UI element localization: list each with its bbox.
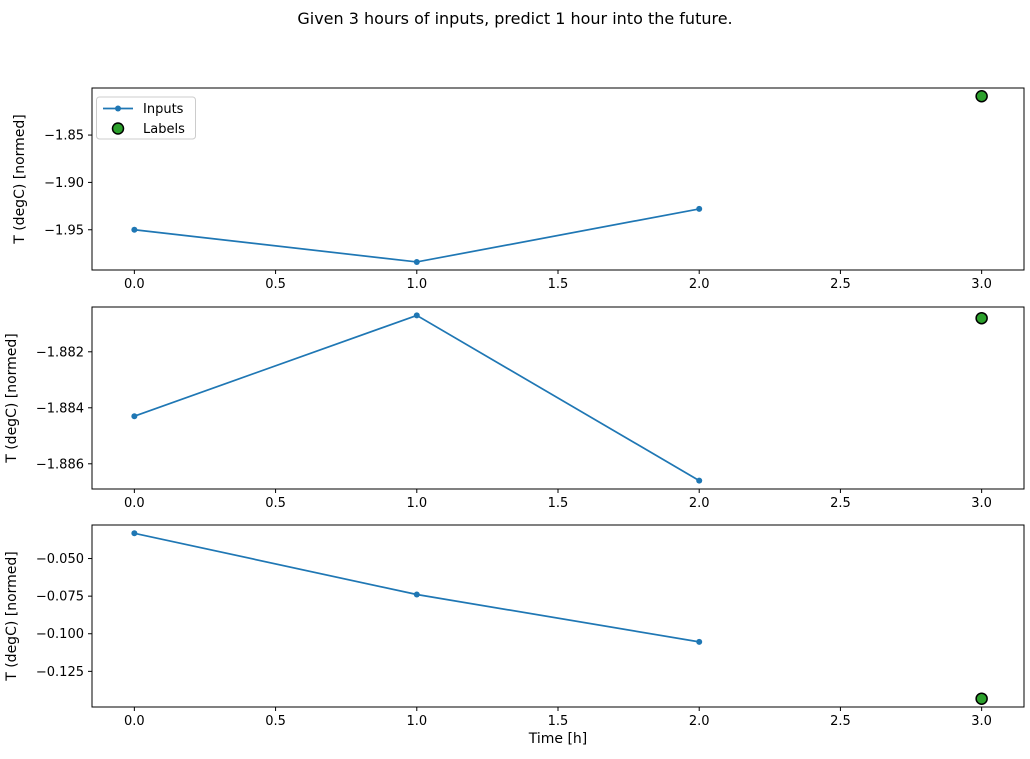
- figure-title: Given 3 hours of inputs, predict 1 hour …: [297, 9, 733, 28]
- inputs-marker: [413, 312, 420, 319]
- inputs-marker: [131, 530, 138, 537]
- inputs-line: [133, 208, 701, 263]
- x-tick-label: 2.5: [830, 277, 851, 292]
- x-tick-label: 0.5: [265, 714, 286, 729]
- inputs-line: [133, 532, 701, 643]
- y-axis-label: T (degC) [normed]: [4, 551, 20, 682]
- subplot-3: −0.050 −0.075 −0.100 −0.125 0.0 0.5 1.0 1.5 2.0 2…: [4, 524, 1025, 729]
- y-tick-label: −1.886: [36, 457, 84, 472]
- inputs-marker: [696, 638, 703, 645]
- legend-inputs-marker: [115, 105, 121, 112]
- legend-inputs-label: Inputs: [143, 102, 184, 117]
- x-tick-label: 3.0: [971, 277, 992, 292]
- x-tick-label: 1.0: [406, 496, 427, 511]
- x-tick-label: 0.0: [124, 496, 145, 511]
- inputs-marker: [413, 591, 420, 598]
- x-tick-label: 0.0: [124, 277, 145, 292]
- y-tick-label: −0.075: [36, 590, 84, 605]
- labels-marker: [975, 692, 988, 705]
- subplot-1: −1.85 −1.90 −1.95 0.0 0.5 1.0 1.5 2.0 2.5 3.0 T (d…: [12, 87, 1025, 292]
- y-tick-label: −1.882: [36, 345, 84, 360]
- y-tick-label: −0.125: [36, 665, 84, 680]
- x-tick-label: 1.5: [548, 277, 569, 292]
- axes-frame: [91, 524, 1025, 708]
- y-tick-label: −1.95: [44, 223, 84, 238]
- inputs-marker: [413, 258, 420, 265]
- x-tick-label: 2.5: [830, 496, 851, 511]
- legend-labels-marker: [111, 122, 125, 135]
- legend-labels-label: Labels: [143, 122, 185, 137]
- legend: Inputs Labels: [96, 96, 196, 140]
- y-tick-label: −0.050: [36, 552, 84, 567]
- x-tick-label: 0.0: [124, 714, 145, 729]
- y-tick-label: −1.884: [36, 401, 84, 416]
- inputs-marker: [696, 477, 703, 484]
- inputs-line: [133, 314, 701, 482]
- axes-frame: [91, 87, 1025, 271]
- x-tick-label: 2.0: [689, 496, 710, 511]
- labels-marker: [975, 89, 988, 103]
- inputs-marker: [696, 205, 703, 212]
- x-tick-label: 1.0: [406, 714, 427, 729]
- labels-marker: [975, 311, 988, 325]
- x-tick-label: 1.0: [406, 277, 427, 292]
- y-tick-label: −0.100: [36, 627, 84, 642]
- x-tick-label: 2.0: [689, 714, 710, 729]
- y-axis-label: T (degC) [normed]: [12, 114, 28, 245]
- x-tick-label: 1.5: [548, 714, 569, 729]
- subplot-2: −1.882 −1.884 −1.886 0.0 0.5 1.0 1.5 2.0 2.5 3.0 T…: [4, 306, 1025, 511]
- y-tick-label: −1.90: [44, 176, 84, 191]
- x-tick-label: 1.5: [548, 496, 569, 511]
- y-tick-label: −1.85: [44, 129, 84, 144]
- x-tick-label: 3.0: [971, 496, 992, 511]
- y-axis-label: T (degC) [normed]: [4, 333, 20, 464]
- inputs-marker: [131, 226, 138, 233]
- x-tick-label: 0.5: [265, 277, 286, 292]
- x-tick-label: 2.5: [830, 714, 851, 729]
- inputs-marker: [131, 413, 138, 420]
- x-tick-label: 2.0: [689, 277, 710, 292]
- x-tick-label: 3.0: [971, 714, 992, 729]
- x-axis-label: Time [h]: [528, 731, 588, 747]
- x-tick-label: 0.5: [265, 496, 286, 511]
